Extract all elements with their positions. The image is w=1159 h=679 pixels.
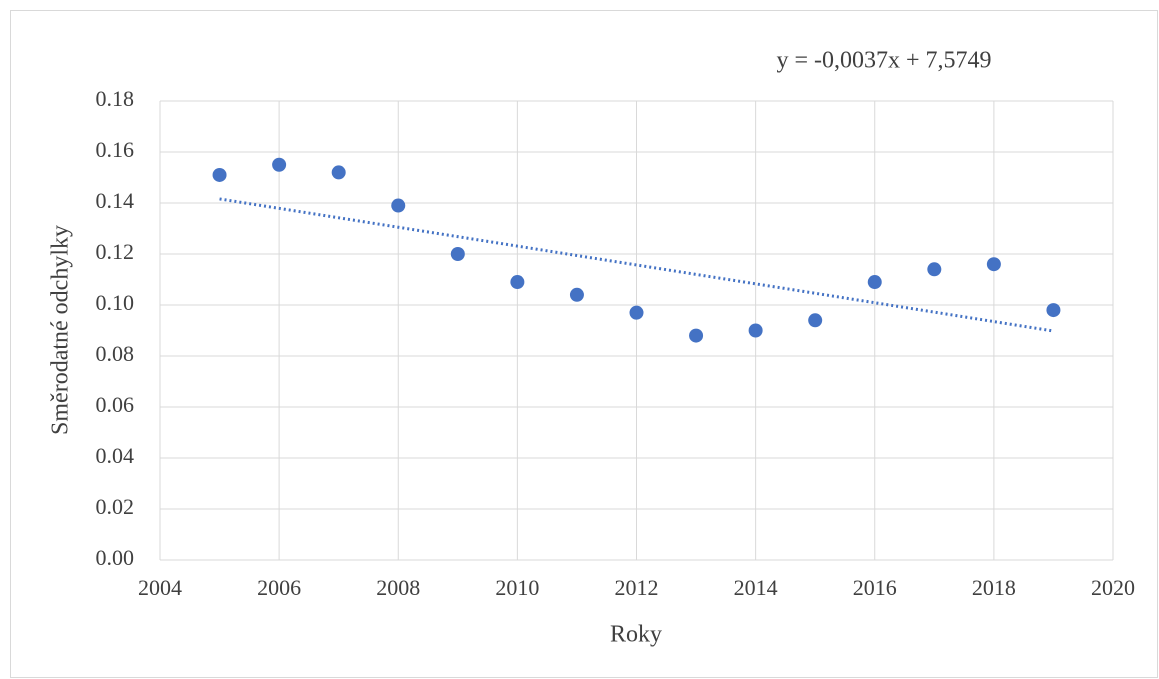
chart-frame: [10, 10, 1158, 678]
y-tick-label: 0.04: [96, 443, 135, 468]
data-point: [927, 262, 942, 277]
trendline-equation: y = -0,0037x + 7,5749: [776, 48, 991, 74]
data-point: [689, 328, 704, 343]
x-tick-label: 2018: [972, 575, 1016, 600]
data-point: [748, 323, 763, 338]
y-tick-label: 0.18: [96, 86, 135, 111]
data-point: [986, 257, 1001, 272]
data-point: [450, 247, 465, 261]
y-tick-label: 0.16: [96, 137, 135, 162]
y-tick-label: 0.06: [96, 392, 135, 417]
data-point: [629, 305, 644, 320]
y-tick-label: 0.00: [96, 545, 135, 570]
y-tick-label: 0.02: [96, 494, 135, 519]
x-axis-label: Roky: [610, 622, 662, 648]
x-tick-label: 2016: [853, 575, 897, 600]
data-point: [272, 157, 287, 172]
data-point: [808, 313, 823, 328]
y-tick-label: 0.12: [96, 239, 135, 264]
data-point: [510, 275, 525, 290]
data-point: [212, 167, 227, 182]
x-tick-label: 2010: [495, 575, 539, 600]
data-point: [569, 287, 584, 302]
x-tick-label: 2006: [257, 575, 301, 600]
data-point: [331, 165, 346, 180]
y-tick-label: 0.14: [96, 188, 135, 213]
data-point: [391, 198, 406, 213]
x-tick-label: 2008: [376, 575, 420, 600]
x-tick-label: 2004: [138, 575, 182, 600]
y-axis-label: Směrodatné odchylky: [48, 225, 74, 435]
x-tick-label: 2014: [734, 575, 778, 600]
data-point: [1046, 303, 1061, 318]
x-tick-label: 2012: [615, 575, 659, 600]
y-tick-label: 0.10: [96, 290, 135, 315]
y-tick-label: 0.08: [96, 341, 135, 366]
x-tick-label: 2020: [1091, 575, 1135, 600]
trendline: [219, 197, 1054, 333]
data-point: [867, 275, 882, 290]
